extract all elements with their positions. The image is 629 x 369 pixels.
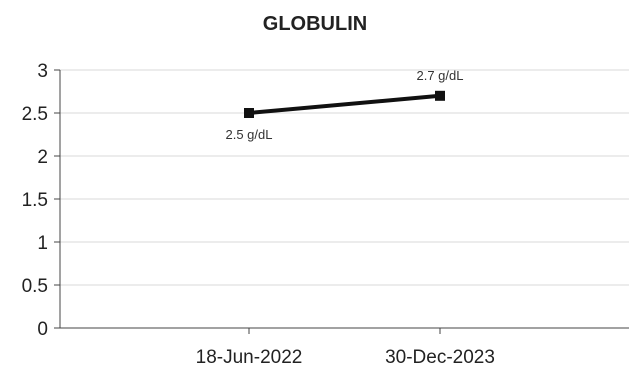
y-tick-label: 2 xyxy=(37,147,48,168)
x-tick-label: 18-Jun-2022 xyxy=(196,347,303,368)
data-labels: 2.5 g/dL 2.7 g/dL xyxy=(226,68,464,142)
data-point-marker xyxy=(244,108,254,118)
data-label: 2.5 g/dL xyxy=(226,127,273,142)
series-line xyxy=(248,93,441,115)
y-tick-label: 1.5 xyxy=(22,190,48,211)
axes xyxy=(54,69,629,334)
y-tick-label: 3 xyxy=(37,61,48,82)
x-axis-tick-labels: 18-Jun-2022 30-Dec-2023 xyxy=(196,347,495,368)
gridlines xyxy=(60,69,629,286)
y-tick-label: 2.5 xyxy=(22,104,48,125)
data-point-marker xyxy=(435,90,445,101)
y-tick-label: 0.5 xyxy=(22,276,48,297)
chart-title: GLOBULIN xyxy=(263,13,367,35)
y-axis-tick-labels: 0 0.5 1 1.5 2 2.5 3 xyxy=(22,61,48,340)
data-label: 2.7 g/dL xyxy=(417,68,464,83)
y-tick-label: 1 xyxy=(37,233,48,254)
y-tick-label: 0 xyxy=(37,319,48,340)
series-globulin xyxy=(244,90,445,118)
x-tick-label: 30-Dec-2023 xyxy=(385,347,495,368)
